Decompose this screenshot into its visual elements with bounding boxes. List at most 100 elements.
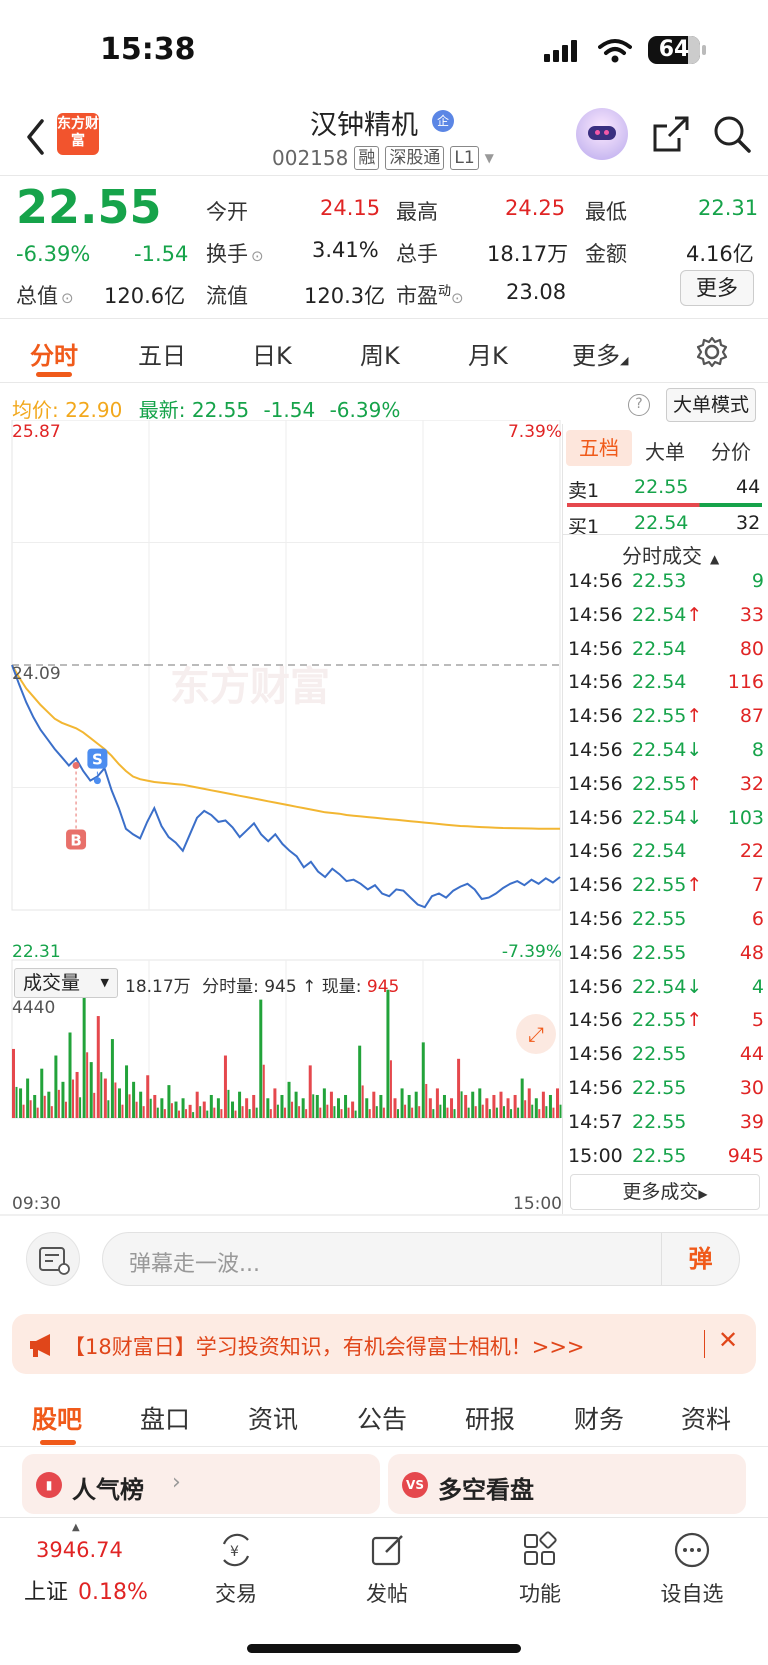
tab-intraday[interactable]: 分时 xyxy=(30,342,78,370)
volume-bar xyxy=(273,1088,277,1118)
close-icon[interactable]: ✕ xyxy=(718,1326,739,1354)
index-row[interactable]: 上证 0.18% xyxy=(24,1580,148,1605)
popularity-card[interactable]: ▮ 人气榜 › xyxy=(22,1454,380,1514)
volume-bar xyxy=(26,1078,30,1118)
more-trades-button[interactable]: 更多成交▶ xyxy=(570,1174,760,1210)
volume-bar xyxy=(149,1098,152,1118)
trade-volume: 6 xyxy=(751,908,764,930)
volume-bar xyxy=(86,1052,89,1118)
more-quote-button[interactable]: 更多 xyxy=(680,270,754,306)
volume-bar xyxy=(146,1075,150,1118)
volume-bar xyxy=(556,1088,559,1118)
intraday-chart[interactable]: 东方财富 BS 25.87 7.39% 24.09 22.31 -7.39% 4… xyxy=(0,420,564,1220)
help-icon[interactable]: ? xyxy=(628,394,650,416)
volume-bar xyxy=(47,1091,51,1118)
volume-bar xyxy=(545,1106,548,1118)
nav-features[interactable]: 功能 xyxy=(519,1582,561,1606)
indicator-selector[interactable]: 成交量 ▼ xyxy=(14,968,118,998)
tab-five-day[interactable]: 五日 xyxy=(138,342,186,370)
tab-profile[interactable]: 资料 xyxy=(681,1405,732,1434)
volume-bar xyxy=(502,1106,505,1118)
assistant-avatar[interactable] xyxy=(576,108,628,160)
volume-bar xyxy=(510,1109,513,1118)
banner-divider xyxy=(704,1330,705,1358)
tab-order-book[interactable]: 五档 xyxy=(566,430,632,466)
nav-add-watchlist[interactable]: 设自选 xyxy=(660,1582,724,1606)
volume-bar xyxy=(358,1045,362,1118)
promo-banner[interactable]: 【18财富日】学习投资知识，有机会得富士相机！>>> ✕ xyxy=(12,1314,756,1374)
amount-value: 4.16亿 xyxy=(686,242,754,266)
back-icon[interactable] xyxy=(24,118,48,156)
trade-time: 14:56 xyxy=(568,1077,623,1099)
trade-icon: ¥ xyxy=(222,1533,250,1567)
low-value: 22.31 xyxy=(698,196,759,220)
tab-month-k[interactable]: 月K xyxy=(468,342,508,370)
tab-day-k[interactable]: 日K xyxy=(252,342,292,370)
volume-bar xyxy=(375,1106,378,1118)
index-value[interactable]: 3946.74 xyxy=(36,1538,123,1562)
volume-max-label: 4440 xyxy=(12,998,55,1018)
volume-bar xyxy=(294,1091,298,1118)
settings-gear-icon[interactable] xyxy=(696,336,728,368)
tab-research[interactable]: 研报 xyxy=(465,1405,516,1434)
tab-news[interactable]: 资讯 xyxy=(248,1405,299,1434)
pct-high-label: 7.39% xyxy=(508,422,562,442)
volume-bar xyxy=(79,1097,82,1118)
danmu-input[interactable]: 弹幕走一波... 弹 xyxy=(102,1232,740,1286)
volume-bar xyxy=(481,1104,484,1118)
volume-bar xyxy=(442,1094,446,1118)
volume-bar xyxy=(241,1106,244,1118)
volume-bar xyxy=(495,1107,498,1118)
tab-forum[interactable]: 股吧 xyxy=(32,1405,83,1434)
nav-trade[interactable]: 交易 xyxy=(215,1582,257,1606)
price-info-bar: 均价: 22.90 最新: 22.55 -1.54 -6.39% xyxy=(12,398,401,422)
volume-bar xyxy=(192,1112,195,1118)
volume-bar xyxy=(368,1109,371,1118)
volume-bar xyxy=(50,1106,53,1118)
search-icon[interactable] xyxy=(712,114,752,154)
trade-price: 22.55 xyxy=(632,941,687,964)
volume-bar xyxy=(259,999,263,1118)
trade-price: 22.54↓ xyxy=(632,739,703,761)
buy1-label: 买1 xyxy=(568,516,600,538)
tab-order-flow[interactable]: 盘口 xyxy=(140,1405,191,1434)
tab-week-k[interactable]: 周K xyxy=(360,342,400,370)
big-order-mode-button[interactable]: 大单模式 xyxy=(666,388,756,422)
nav-post[interactable]: 发帖 xyxy=(366,1582,408,1606)
trades-title[interactable]: 分时成交 ▲ xyxy=(622,544,720,568)
volume-bar xyxy=(103,1078,107,1118)
share-icon[interactable] xyxy=(651,114,691,154)
trade-row: 14:56 22.54 116 xyxy=(568,671,764,701)
trade-price: 22.54 xyxy=(632,671,687,694)
trade-price: 22.55 xyxy=(632,908,687,930)
expand-icon[interactable]: ⤢ xyxy=(516,1014,556,1054)
volume-bar xyxy=(361,1085,364,1118)
volume-bar xyxy=(117,1088,121,1118)
tab-more[interactable]: 更多◢ xyxy=(572,342,629,370)
trade-price: 22.55↑ xyxy=(632,705,703,728)
volume-bar xyxy=(453,1109,456,1118)
tab-price-dist[interactable]: 分价 xyxy=(711,440,751,464)
margin-tag: 融 xyxy=(354,146,380,170)
danmu-settings-button[interactable] xyxy=(26,1232,80,1286)
turnover-value: 3.41% xyxy=(312,238,379,262)
divider xyxy=(0,175,768,176)
volume-bar xyxy=(213,1107,216,1118)
danmu-send-button[interactable]: 弹 xyxy=(661,1233,739,1285)
volume-bar xyxy=(153,1094,157,1118)
change-amount: -1.54 xyxy=(134,242,189,266)
tab-big-orders[interactable]: 大单 xyxy=(645,440,685,464)
stock-code: 002158 xyxy=(272,146,349,170)
stock-name: 汉钟精机 xyxy=(310,110,418,141)
tab-announcements[interactable]: 公告 xyxy=(357,1405,408,1434)
volume-bar xyxy=(276,1104,279,1118)
sell1-label: 卖1 xyxy=(568,480,600,502)
trade-volume: 5 xyxy=(751,1009,764,1032)
tab-finance[interactable]: 财务 xyxy=(574,1405,625,1434)
bull-bear-card[interactable]: VS 多空看盘 xyxy=(388,1454,746,1514)
trade-time: 14:56 xyxy=(568,705,623,728)
stock-code-row[interactable]: 002158 融 深股通 L1 ▼ xyxy=(272,145,494,171)
trade-time: 14:56 xyxy=(568,1043,623,1066)
volume-bar xyxy=(174,1101,178,1118)
trade-time: 14:56 xyxy=(568,637,623,660)
